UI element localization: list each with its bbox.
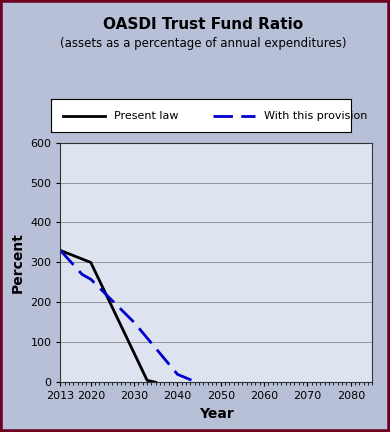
Text: OASDI Trust Fund Ratio: OASDI Trust Fund Ratio: [103, 17, 303, 32]
Text: Present law: Present law: [114, 111, 178, 121]
Text: (assets as a percentage of annual expenditures): (assets as a percentage of annual expend…: [60, 37, 346, 50]
Text: With this provision: With this provision: [264, 111, 367, 121]
Y-axis label: Percent: Percent: [11, 232, 25, 293]
X-axis label: Year: Year: [199, 407, 234, 421]
